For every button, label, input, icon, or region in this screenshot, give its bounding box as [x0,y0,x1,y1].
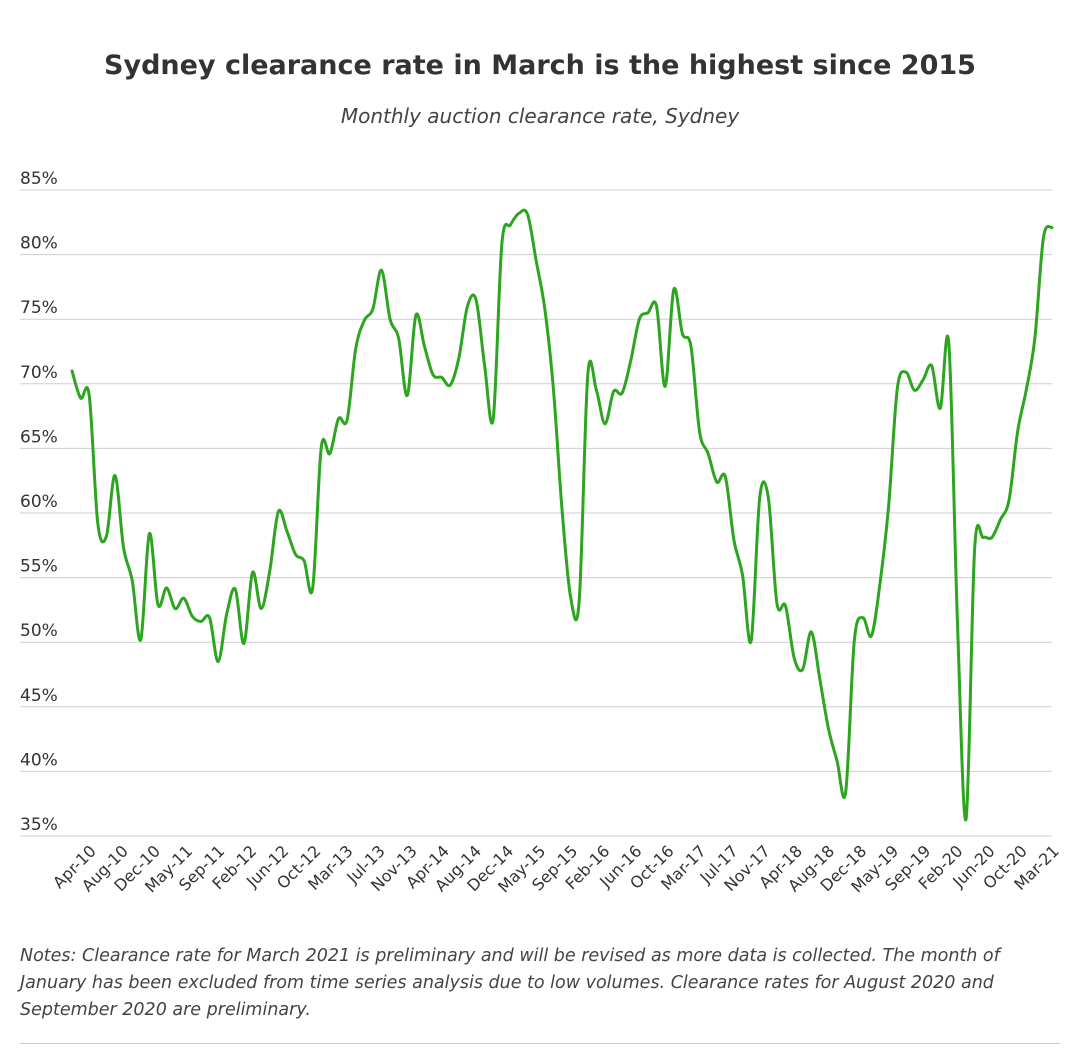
x-axis-ticks: Apr-10Aug-10Dec-10May-11Sep-11Feb-12Jun-… [49,841,1063,896]
footer-divider [20,1043,1060,1044]
grid-lines [20,189,1052,837]
y-tick-label: 85% [20,169,58,189]
y-tick-label: 45% [20,686,58,706]
chart-subtitle: Monthly auction clearance rate, Sydney [340,104,740,128]
y-tick-label: 60% [20,492,58,512]
y-tick-label: 40% [20,750,58,770]
y-tick-label: 55% [20,557,58,577]
y-tick-label: 70% [20,363,58,383]
y-tick-label: 35% [20,815,58,835]
line-chart: 35% 40% 45% 50% 55% 60% 65% 70% 75% 80% 85% Apr-10… [20,169,1063,897]
series-line-clearance-rate [70,208,1054,822]
chart-title: Sydney clearance rate in March is the hi… [104,50,976,81]
chart-notes: Notes: Clearance rate for March 2021 is … [20,946,1000,1020]
y-tick-label: 50% [20,621,58,641]
y-tick-label: 75% [20,298,58,318]
y-tick-label: 65% [20,427,58,447]
series-layer [70,208,1054,822]
y-tick-label: 80% [20,234,58,254]
y-axis-ticks: 35% 40% 45% 50% 55% 60% 65% 70% 75% 80% 85% [20,169,58,835]
